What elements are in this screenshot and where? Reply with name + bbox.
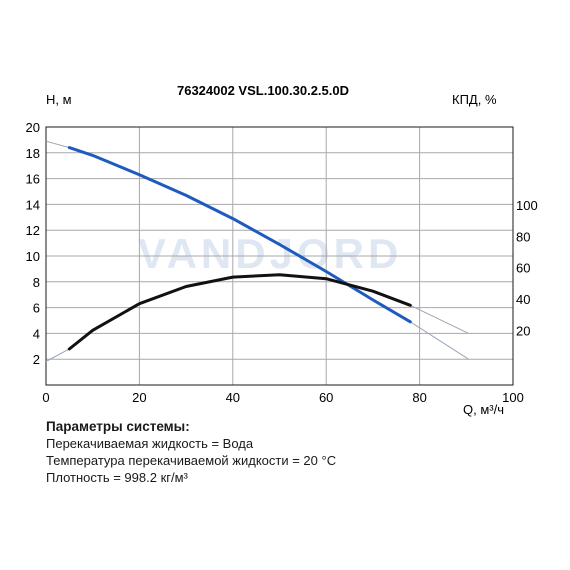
y2-tick-label: 80 (516, 229, 530, 244)
param-temperature: Температура перекачиваемой жидкости = 20… (46, 453, 337, 468)
pump-performance-chart: 76324002 VSL.100.30.2.5.0D H, м КПД, % V… (26, 83, 538, 417)
x-tick-label: 100 (502, 390, 524, 405)
y-tick-label: 2 (33, 352, 40, 367)
x-tick-label: 60 (319, 390, 333, 405)
param-density: Плотность = 998.2 кг/м³ (46, 470, 188, 485)
y-tick-label: 20 (26, 120, 40, 135)
x-tick-label: 40 (226, 390, 240, 405)
y2-axis-label: КПД, % (452, 92, 497, 107)
params-title: Параметры системы: (46, 419, 190, 434)
y2-tick-label: 60 (516, 261, 530, 276)
y2-tick-label: 40 (516, 292, 530, 307)
system-parameters: Параметры системы: Перекачиваемая жидкос… (46, 418, 336, 486)
x-tick-label: 20 (132, 390, 146, 405)
grid (46, 127, 513, 385)
x-tick-label: 80 (412, 390, 426, 405)
series (45, 140, 469, 362)
param-liquid: Перекачиваемая жидкость = Вода (46, 436, 254, 451)
y-tick-label: 16 (26, 172, 40, 187)
y-tick-label: 8 (33, 275, 40, 290)
plot-frame (45, 126, 514, 386)
y-axis-label: H, м (46, 92, 72, 107)
y2-tick-label: 100 (516, 198, 538, 213)
x-axis-label: Q, м³/ч (463, 402, 504, 417)
y-tick-label: 12 (26, 223, 40, 238)
series-0-curve (67, 146, 412, 324)
y-tick-label: 18 (26, 146, 40, 161)
series-1-curve (67, 273, 412, 351)
y-tick-label: 14 (26, 197, 40, 212)
y2-tick-label: 20 (516, 323, 530, 338)
y-tick-label: 10 (26, 249, 40, 264)
watermark: VANDJORD (138, 230, 403, 277)
axes: 0 20 40 60 80 100 2 4 6 8 10 12 14 16 18 20 20 40 60 80 100 (26, 120, 538, 405)
y-tick-label: 4 (33, 326, 40, 341)
x-tick-label: 0 (42, 390, 49, 405)
chart-title: 76324002 VSL.100.30.2.5.0D (177, 83, 349, 98)
y-tick-label: 6 (33, 301, 40, 316)
